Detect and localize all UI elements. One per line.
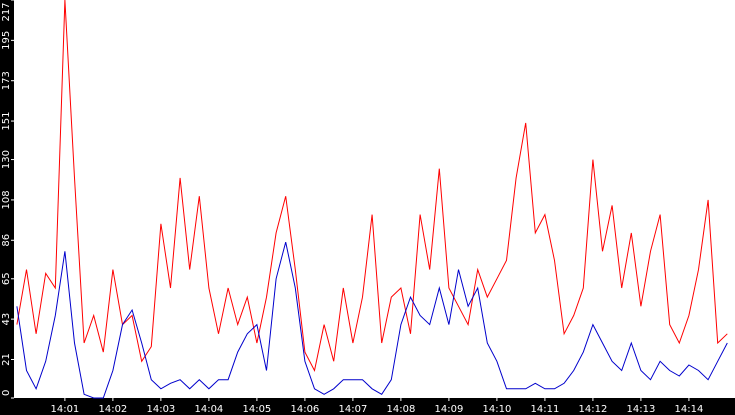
x-tick-label: 14:13: [627, 404, 656, 415]
y-axis-band: [0, 0, 14, 415]
series-line: [16, 241, 728, 399]
y-tick-label: 173: [1, 71, 12, 90]
x-tick-label: 14:03: [146, 404, 175, 415]
y-tick-label: 21: [1, 353, 12, 366]
x-tick-label: 14:04: [194, 404, 223, 415]
y-tick-label: 0: [1, 390, 12, 396]
y-tick-label: 65: [1, 272, 12, 285]
y-tick-label: 43: [1, 313, 12, 326]
series-line: [16, 0, 728, 372]
x-tick-label: 14:10: [482, 404, 511, 415]
x-tick-label: 14:09: [434, 404, 463, 415]
y-tick-label: 130: [1, 150, 12, 169]
y-tick-label: 217: [1, 2, 12, 21]
x-tick-label: 14:06: [290, 404, 319, 415]
x-tick-label: 14:07: [338, 404, 367, 415]
x-tick-label: 14:14: [675, 404, 704, 415]
x-axis-band: [0, 398, 735, 415]
x-tick-label: 14:02: [98, 404, 127, 415]
x-tick-label: 14:05: [242, 404, 271, 415]
y-tick-label: 195: [1, 31, 12, 50]
y-tick-label: 108: [1, 190, 12, 209]
x-tick-label: 14:08: [386, 404, 415, 415]
y-tick-label: 86: [1, 234, 12, 247]
y-tick-label: 151: [1, 112, 12, 131]
x-tick-label: 14:12: [578, 404, 607, 415]
x-tick-label: 14:01: [50, 404, 79, 415]
x-tick-label: 14:11: [530, 404, 559, 415]
